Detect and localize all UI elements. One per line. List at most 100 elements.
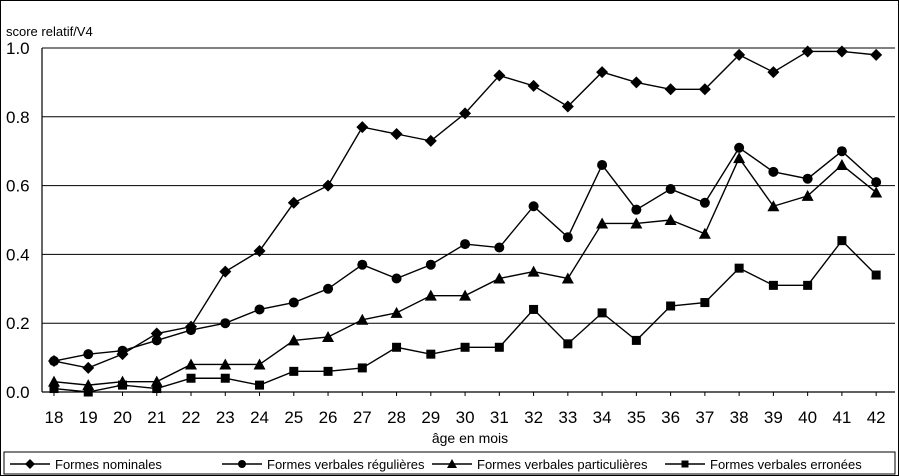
data-point — [493, 69, 506, 82]
data-point — [185, 358, 198, 370]
data-point — [357, 259, 368, 270]
data-point — [322, 179, 335, 192]
data-point — [836, 146, 847, 157]
data-point — [323, 366, 333, 376]
data-point — [48, 356, 59, 367]
x-tick-label: 23 — [216, 408, 235, 427]
data-point — [219, 358, 232, 370]
legend-entry: Formes verbales régulières — [222, 457, 425, 472]
data-point — [151, 335, 162, 346]
data-point — [700, 298, 710, 308]
data-point — [529, 304, 539, 314]
y-axis-ticks: 0.0 0.2 0.4 0.6 0.8 1.0 — [6, 39, 30, 402]
data-point — [356, 121, 369, 134]
data-point — [426, 349, 436, 359]
data-point — [253, 244, 266, 257]
legend-box — [3, 451, 896, 475]
legend-entry: Formes verbales particulières — [432, 457, 648, 472]
x-tick-label: 24 — [250, 408, 269, 427]
data-point — [152, 384, 162, 394]
x-tick-label: 20 — [113, 408, 132, 427]
x-tick-label: 22 — [182, 408, 201, 427]
data-point — [460, 342, 470, 352]
x-tick-label: 36 — [661, 408, 680, 427]
x-tick-label: 42 — [867, 408, 886, 427]
x-tick-label: 21 — [147, 408, 166, 427]
data-point — [527, 79, 540, 92]
data-point — [83, 387, 93, 397]
data-point — [459, 289, 472, 301]
data-point — [871, 270, 881, 280]
data-point — [425, 259, 436, 270]
data-point — [768, 280, 778, 290]
series-square — [49, 236, 881, 397]
x-tick-label: 28 — [387, 408, 406, 427]
x-axis-ticks: 18 19 20 21 22 23 24 25 26 27 28 29 30 31 32 33 34 35 36 37… — [45, 392, 886, 427]
data-point — [528, 201, 539, 212]
x-tick-label: 39 — [764, 408, 783, 427]
y-tick-label: 0.4 — [6, 245, 30, 264]
data-point — [47, 375, 60, 387]
data-point — [390, 306, 403, 318]
y-tick-label: 0.6 — [6, 177, 30, 196]
y-tick-label: 0.8 — [6, 108, 30, 127]
y-tick-label: 1.0 — [6, 39, 30, 58]
data-point — [631, 335, 641, 345]
x-tick-label: 18 — [45, 408, 64, 427]
data-point — [767, 66, 780, 79]
data-point — [802, 173, 813, 184]
data-point — [665, 184, 676, 195]
data-point — [837, 236, 847, 246]
data-point — [870, 186, 883, 198]
data-point — [733, 48, 746, 61]
data-point — [49, 384, 59, 394]
data-point — [82, 361, 95, 374]
data-point — [391, 273, 402, 284]
legend-label: Formes nominales — [55, 457, 162, 472]
data-point — [801, 45, 814, 58]
legend-label: Formes verbales régulières — [267, 457, 425, 472]
series-triangle — [47, 152, 883, 391]
data-point — [460, 239, 471, 250]
data-point — [424, 134, 437, 147]
data-point — [494, 242, 505, 253]
legend-entry: Formes nominales — [10, 457, 162, 472]
data-point — [699, 197, 710, 208]
data-point — [734, 142, 745, 153]
data-point — [493, 272, 506, 284]
x-tick-label: 32 — [524, 408, 543, 427]
data-point — [596, 217, 609, 229]
x-tick-label: 35 — [627, 408, 646, 427]
data-point — [186, 373, 196, 383]
data-point — [356, 313, 369, 325]
y-tick-label: 0.0 — [6, 383, 30, 402]
data-point — [323, 283, 334, 294]
legend-marker — [238, 460, 246, 468]
data-point — [767, 200, 780, 212]
data-point — [289, 366, 299, 376]
x-tick-label: 38 — [730, 408, 749, 427]
data-point — [562, 232, 573, 243]
data-point — [698, 227, 711, 239]
data-point — [527, 265, 540, 277]
x-tick-label: 30 — [456, 408, 475, 427]
axes — [41, 48, 895, 393]
data-point — [870, 48, 883, 61]
data-point — [390, 128, 403, 140]
data-point — [494, 342, 504, 352]
data-point — [561, 272, 574, 284]
data-point — [392, 342, 402, 352]
x-tick-label: 19 — [79, 408, 98, 427]
data-point — [631, 204, 642, 215]
data-point — [254, 304, 265, 315]
x-tick-label: 27 — [353, 408, 372, 427]
legend-entry: Formes verbales erronées — [665, 457, 862, 472]
legend-marker — [25, 459, 35, 469]
legend-label: Formes verbales particulières — [477, 457, 648, 472]
legend-marker — [681, 460, 689, 468]
data-point — [664, 83, 677, 96]
data-point — [597, 159, 608, 170]
data-point — [835, 158, 848, 170]
